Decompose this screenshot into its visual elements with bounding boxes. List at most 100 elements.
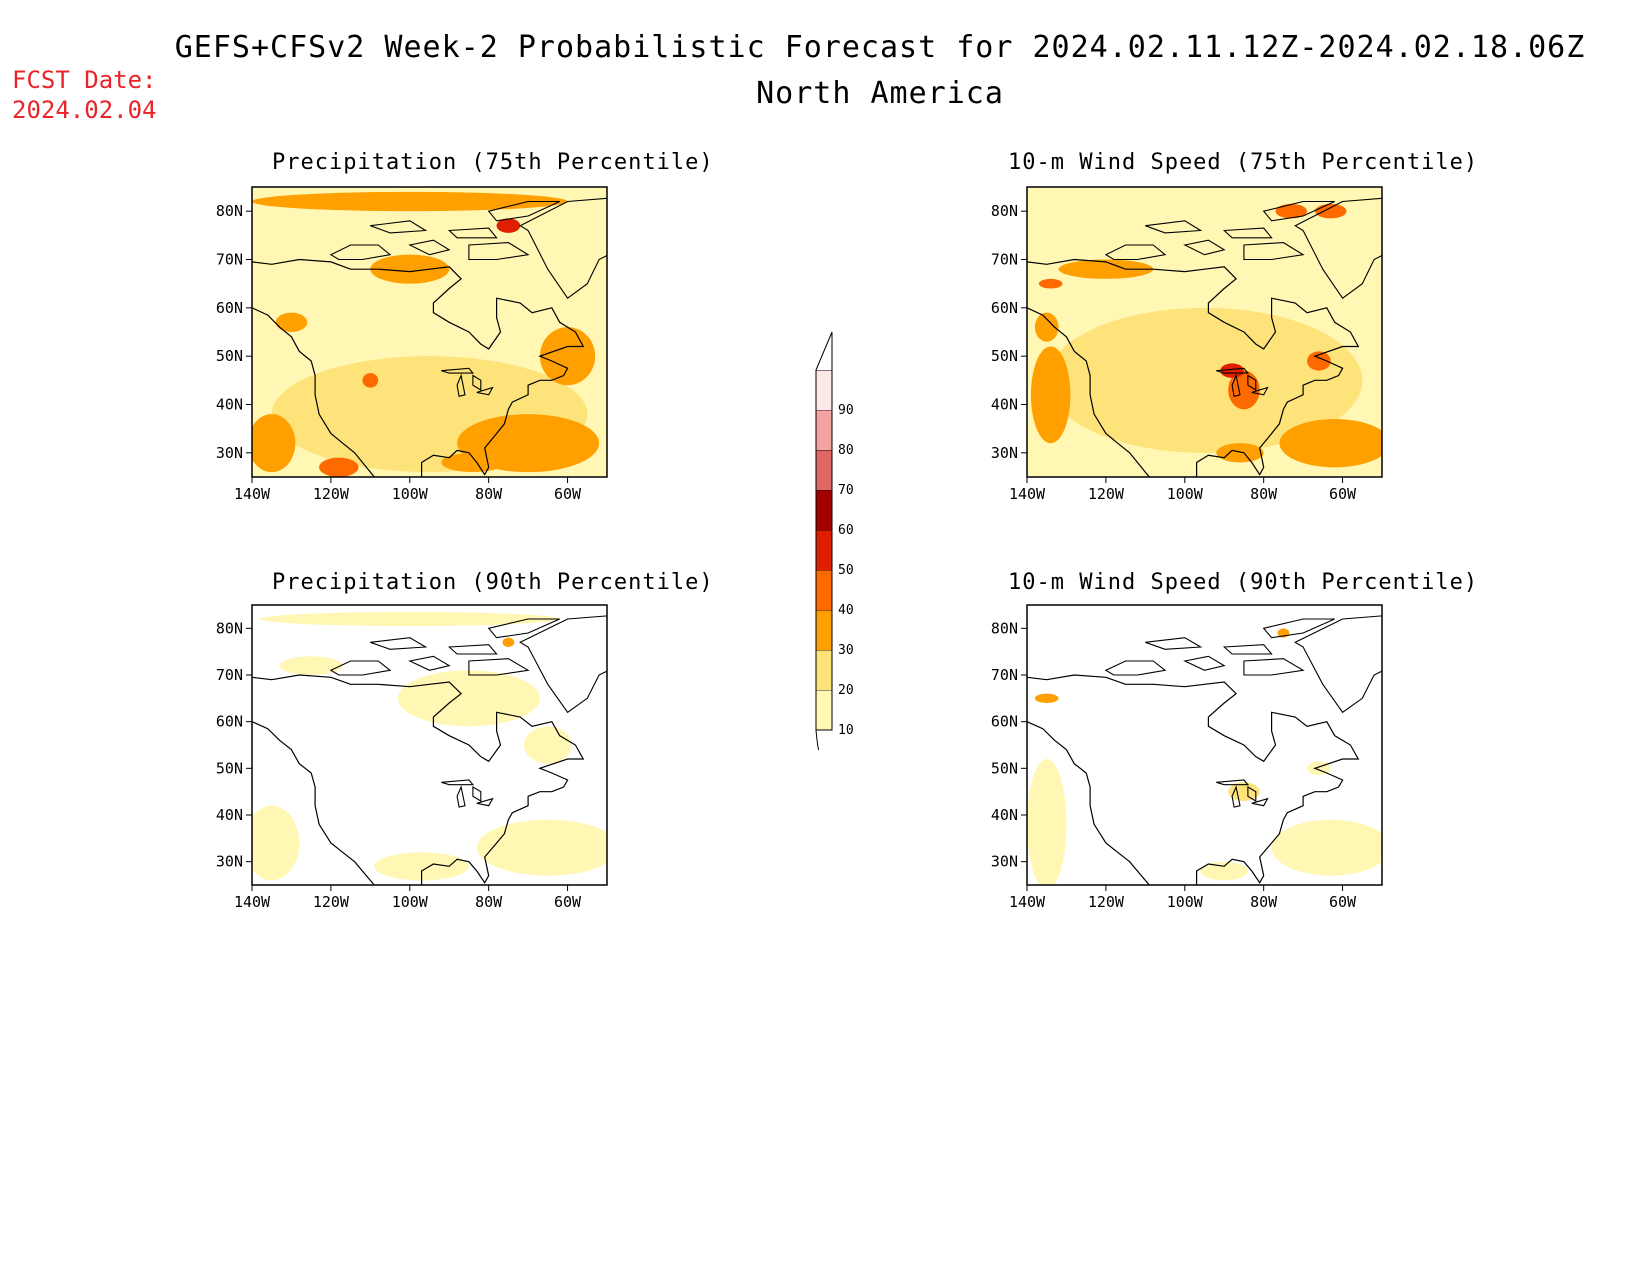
panel-title-precip75: Precipitation (75th Percentile): [272, 150, 714, 175]
probability-contour: [259, 612, 560, 626]
lon-tick-label: 140W: [1009, 485, 1046, 503]
colorbar-swatch: [816, 370, 832, 410]
probability-field: [252, 605, 607, 885]
coastline-east: [1027, 674, 1360, 885]
lon-tick-label: 60W: [554, 893, 582, 911]
lat-tick-label: 50N: [216, 759, 243, 777]
probability-contour: [397, 670, 540, 727]
arctic-island: [1222, 227, 1273, 239]
lon-tick-label: 80W: [1250, 893, 1278, 911]
colorbar-label: 10: [838, 723, 854, 738]
great-lake: [1251, 386, 1269, 396]
arctic-island: [1262, 618, 1335, 639]
probability-contour: [539, 327, 596, 386]
lat-tick-label: 80N: [216, 202, 243, 220]
probability-contour: [319, 457, 359, 477]
colorbar-label: 20: [838, 683, 854, 698]
lat-tick-label: 80N: [991, 202, 1018, 220]
probability-field: [1027, 605, 1382, 885]
map-wind90: 80N 70N 60N 50N 40N 30N 140W 120W 100W 80W 60W: [991, 604, 1383, 911]
great-lake: [1231, 373, 1241, 397]
probability-contour: [496, 218, 521, 233]
great-lake: [1251, 797, 1269, 807]
probability-contour: [1216, 443, 1264, 463]
lat-tick-label: 40N: [216, 806, 243, 824]
arctic-island: [468, 658, 530, 676]
probability-contour: [1228, 370, 1260, 410]
great-lake: [1231, 785, 1241, 808]
great-lake: [456, 373, 466, 397]
arctic-island: [468, 242, 530, 261]
arctic-island: [447, 227, 498, 239]
colorbar-swatch: [816, 530, 832, 570]
map-frame: [251, 604, 608, 886]
probability-field: [252, 187, 607, 477]
map-frame: [1026, 604, 1383, 886]
probability-contour: [502, 637, 515, 647]
lon-tick-label: 140W: [234, 485, 271, 503]
coastline-west: [252, 307, 375, 477]
map-content: 80N 70N 60N 50N 40N 30N 140W 120W 100W 80W 60W: [991, 604, 1383, 911]
probability-contour: [1279, 419, 1382, 468]
lat-tick-label: 70N: [216, 251, 243, 269]
arctic-island: [1104, 244, 1167, 261]
probability-colorbar: 10 20 30 40 50 60 70 80 90: [815, 331, 854, 750]
lat-tick-label: 40N: [216, 396, 243, 414]
lon-tick-label: 100W: [1167, 893, 1204, 911]
arctic-island: [1243, 658, 1305, 676]
panel-title-wind90: 10-m Wind Speed (90th Percentile): [1008, 570, 1479, 595]
probability-contour: [275, 312, 308, 332]
probability-contour: [362, 373, 379, 388]
probability-field: [1027, 187, 1382, 477]
lon-tick-label: 80W: [1250, 485, 1278, 503]
lon-tick-label: 100W: [392, 485, 429, 503]
arctic-island: [408, 239, 451, 256]
lon-tick-label: 140W: [1009, 893, 1046, 911]
arctic-island: [1294, 197, 1382, 299]
probability-contour: [1275, 203, 1308, 219]
lat-tick-label: 40N: [991, 396, 1018, 414]
lat-tick-label: 60N: [216, 299, 243, 317]
fcst-date-value: 2024.02.04: [12, 96, 157, 124]
lon-tick-label: 100W: [1167, 485, 1204, 503]
probability-contour: [1307, 351, 1331, 371]
lat-tick-label: 30N: [991, 444, 1018, 462]
lat-tick-label: 60N: [991, 299, 1018, 317]
lon-tick-label: 140W: [234, 893, 271, 911]
coastline-west: [1027, 721, 1150, 885]
probability-contour: [1027, 759, 1067, 885]
colorbar-label: 40: [838, 603, 854, 618]
probability-contour: [252, 805, 300, 881]
probability-contour: [1046, 307, 1363, 453]
map-content: 80N 70N 60N 50N 40N 30N 140W 120W 100W 80W 60W: [216, 186, 608, 503]
lon-tick-label: 120W: [1088, 893, 1125, 911]
arctic-island: [487, 618, 560, 639]
lon-tick-label: 100W: [392, 893, 429, 911]
probability-contour: [1314, 203, 1347, 219]
colorbar-swatch: [816, 490, 832, 530]
arctic-island: [1183, 239, 1226, 256]
arctic-island: [519, 197, 607, 299]
probability-contour: [524, 726, 572, 764]
probability-contour: [1271, 819, 1382, 876]
coastline-west: [1027, 307, 1150, 477]
lat-tick-label: 30N: [991, 853, 1018, 871]
lat-tick-label: 50N: [216, 347, 243, 365]
sub-title: North America: [756, 76, 1004, 111]
lon-tick-label: 60W: [1329, 893, 1357, 911]
probability-contour: [279, 656, 343, 675]
panel-title-wind75: 10-m Wind Speed (75th Percentile): [1008, 150, 1479, 175]
colorbar-label: 70: [838, 483, 854, 498]
lat-tick-label: 70N: [216, 666, 243, 684]
panel-title-precip90: Precipitation (90th Percentile): [272, 570, 714, 595]
probability-contour: [1034, 312, 1059, 342]
colorbar-swatch: [816, 410, 832, 450]
probability-contour: [370, 254, 450, 284]
great-lake: [472, 374, 482, 391]
lon-tick-label: 120W: [1088, 485, 1125, 503]
great-lake: [472, 786, 482, 802]
arctic-island: [1262, 200, 1335, 222]
arctic-island: [1145, 220, 1203, 234]
coastline-east: [252, 674, 585, 885]
probability-contour: [252, 191, 568, 212]
